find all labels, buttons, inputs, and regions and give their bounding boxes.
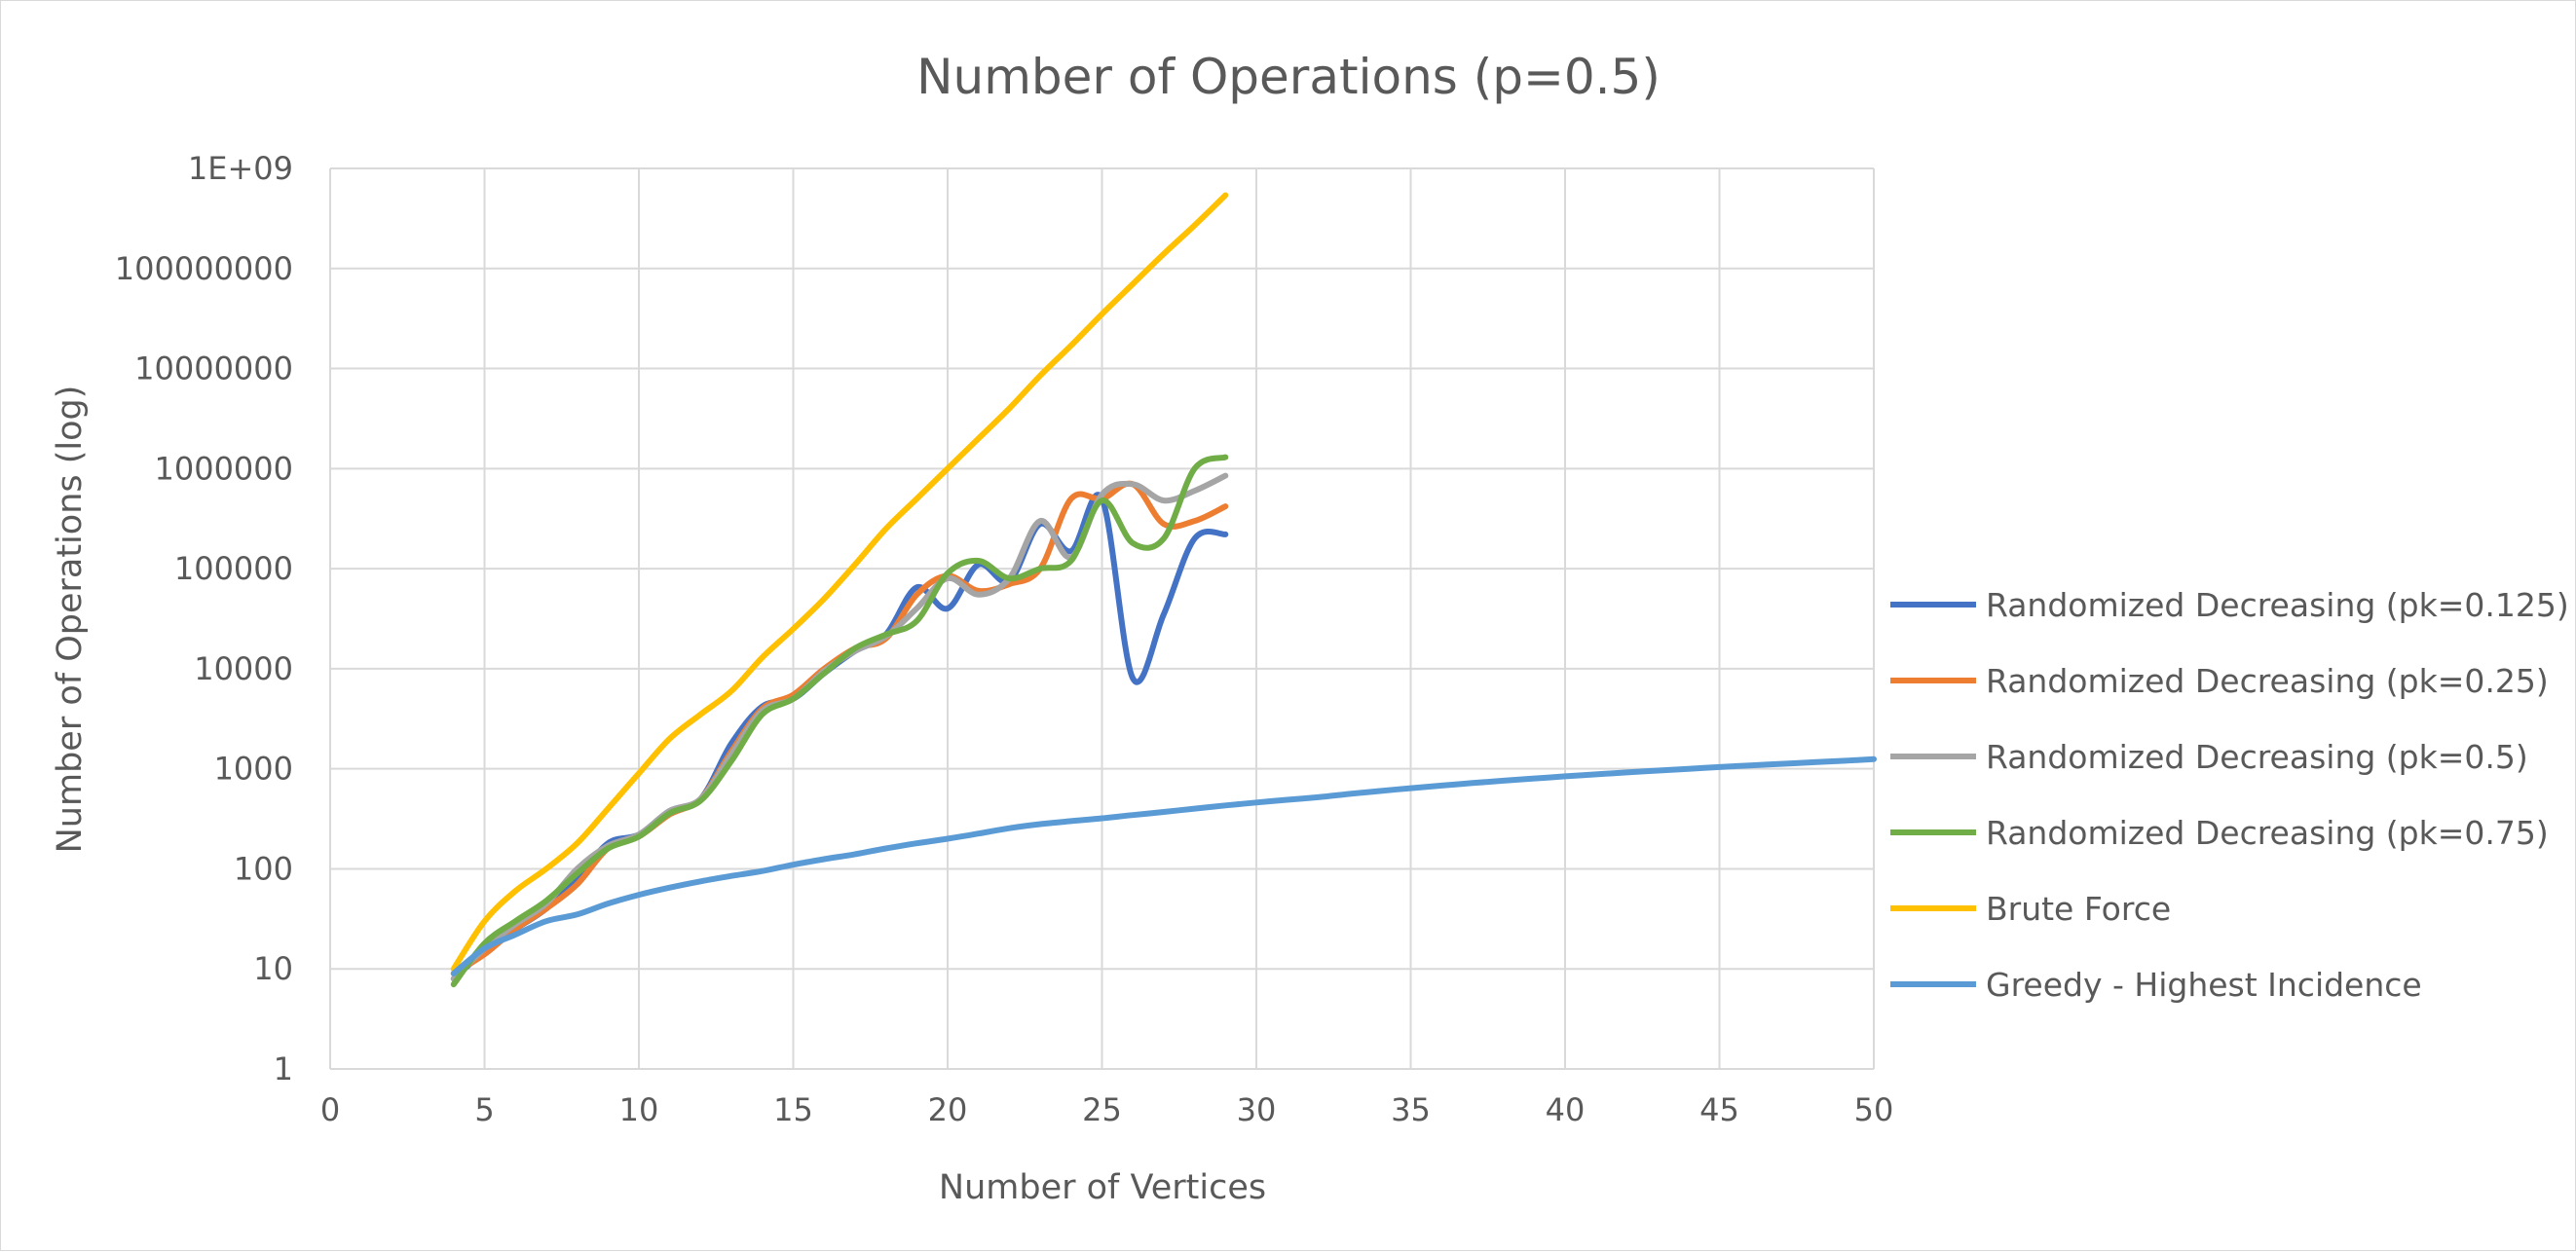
x-tick-label: 15 bbox=[773, 1091, 813, 1128]
tick-labels: 0 5 10 15 20 25 30 35 40 45 50 1 10 100 1000 10000 10000… bbox=[115, 150, 1894, 1128]
y-axis-label: Number of Operations (log) bbox=[51, 386, 90, 854]
x-tick-label: 25 bbox=[1082, 1091, 1122, 1128]
chart-title: Number of Operations (p=0.5) bbox=[916, 49, 1661, 105]
legend-entry: Randomized Decreasing (pk=0.25) bbox=[1986, 662, 2549, 700]
y-tick-label: 1000 bbox=[214, 751, 293, 788]
y-tick-label: 1 bbox=[274, 1050, 293, 1087]
x-tick-label: 35 bbox=[1391, 1091, 1431, 1128]
legend-entry: Greedy - Highest Incidence bbox=[1986, 966, 2422, 1004]
series-line bbox=[450, 492, 1229, 982]
y-tick-label: 1E+09 bbox=[188, 150, 293, 187]
y-tick-label: 10000 bbox=[194, 650, 293, 687]
x-tick-label: 0 bbox=[320, 1091, 340, 1128]
legend-entry: Randomized Decreasing (pk=0.125) bbox=[1986, 586, 2569, 624]
y-tick-label: 100000 bbox=[174, 550, 293, 587]
series-line bbox=[450, 480, 1229, 976]
legend-entry: Randomized Decreasing (pk=0.5) bbox=[1986, 738, 2528, 776]
x-tick-label: 30 bbox=[1237, 1091, 1277, 1128]
x-axis-label: Number of Vertices bbox=[939, 1168, 1266, 1207]
x-tick-label: 50 bbox=[1854, 1091, 1894, 1128]
x-tick-label: 40 bbox=[1546, 1091, 1586, 1128]
x-tick-label: 10 bbox=[619, 1091, 659, 1128]
x-tick-label: 45 bbox=[1699, 1091, 1739, 1128]
series-lines bbox=[450, 192, 1877, 988]
series-line bbox=[450, 192, 1229, 973]
x-tick-label: 5 bbox=[474, 1091, 494, 1128]
legend-entry: Brute Force bbox=[1986, 890, 2171, 928]
x-tick-label: 20 bbox=[928, 1091, 968, 1128]
gridlines bbox=[329, 167, 1875, 1070]
y-tick-label: 100000000 bbox=[115, 250, 293, 287]
y-tick-label: 10 bbox=[253, 950, 293, 987]
legend: Randomized Decreasing (pk=0.125) Randomiz… bbox=[1890, 586, 2569, 1004]
series-line bbox=[450, 755, 1877, 976]
y-tick-label: 10000000 bbox=[134, 350, 293, 387]
series-line bbox=[450, 454, 1229, 988]
legend-entry: Randomized Decreasing (pk=0.75) bbox=[1986, 814, 2549, 852]
y-tick-label: 100 bbox=[234, 850, 293, 887]
y-tick-label: 1000000 bbox=[154, 450, 293, 487]
